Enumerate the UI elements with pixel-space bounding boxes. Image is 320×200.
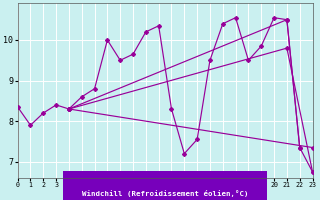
X-axis label: Windchill (Refroidissement éolien,°C): Windchill (Refroidissement éolien,°C) [82, 190, 248, 197]
